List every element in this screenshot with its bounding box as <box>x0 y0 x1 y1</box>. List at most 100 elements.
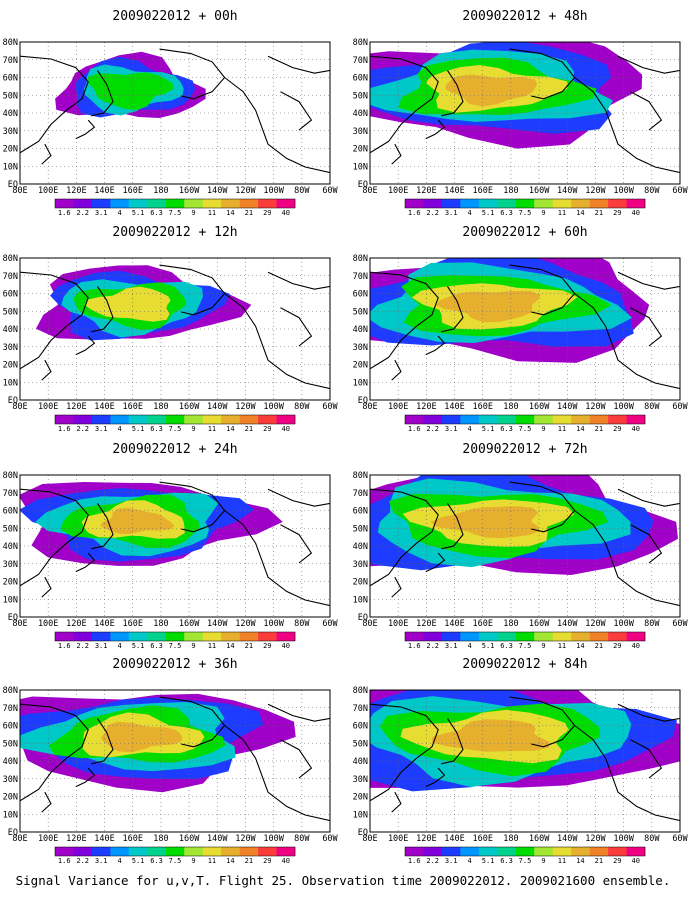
colorbar-swatch <box>147 632 167 641</box>
lon-tick-label: 80W <box>644 834 660 844</box>
colorbar-swatch <box>221 632 240 641</box>
variance-field <box>370 475 680 617</box>
colorbar-swatch <box>276 415 296 424</box>
colorbar-swatch <box>497 632 517 641</box>
colorbar-swatch <box>423 632 443 641</box>
colorbar-swatch <box>497 199 517 208</box>
colorbar-swatch <box>73 415 93 424</box>
lat-tick-label: 50N <box>353 524 368 534</box>
lat-tick-label: 50N <box>3 524 18 534</box>
colorbar-swatch <box>571 415 590 424</box>
lon-tick-label: 80E <box>12 834 27 844</box>
colorbar-label: 29 <box>263 209 271 217</box>
colorbar: 1.6 2.2 3.1 4 5.1 6.3 7.5 9 11 14 21 29 40 <box>54 631 296 650</box>
colorbar-label: 21 <box>245 425 253 433</box>
colorbar-label: 1.6 <box>58 209 71 217</box>
lon-tick-label: 60W <box>672 834 688 844</box>
colorbar-label: 3.1 <box>445 857 458 865</box>
lat-tick-label: 80N <box>353 471 368 481</box>
colorbar-swatch <box>128 199 148 208</box>
map-frame <box>369 474 681 618</box>
lat-tick-label: 10N <box>353 378 368 388</box>
colorbar-swatch <box>202 415 222 424</box>
colorbar-label: 21 <box>245 642 253 650</box>
lon-tick-label: 100E <box>38 834 58 844</box>
colorbar-label: 6.3 <box>500 209 513 217</box>
lon-tick-label: 140E <box>444 402 464 412</box>
lon-tick-label: 140E <box>94 619 114 629</box>
lon-tick-label: 80E <box>362 186 377 196</box>
coastlines <box>370 264 680 390</box>
colorbar-swatch <box>202 847 222 856</box>
colorbar-swatch <box>552 847 572 856</box>
colorbar-swatch <box>239 415 259 424</box>
lat-tick-label: 20N <box>353 793 368 803</box>
colorbar-label: 5.1 <box>482 642 495 650</box>
colorbar-label: 2.2 <box>426 209 439 217</box>
colorbar-swatch <box>110 632 130 641</box>
lon-tick-label: 160E <box>122 834 142 844</box>
colorbar-label: 4 <box>118 857 122 865</box>
lat-tick-label: EQ <box>358 828 368 838</box>
colorbar-label: 11 <box>558 425 566 433</box>
colorbar-label: 7.5 <box>169 642 182 650</box>
colorbar-label: 9 <box>191 857 195 865</box>
lon-tick-label: 180 <box>503 834 518 844</box>
colorbar-swatch <box>478 199 498 208</box>
lon-tick-label: 140E <box>444 834 464 844</box>
lat-tick-label: 70N <box>353 56 368 66</box>
lat-tick-label: 20N <box>3 578 18 588</box>
lon-tick-label: 60W <box>672 619 688 629</box>
colorbar-swatch <box>460 199 480 208</box>
lat-tick-label: 70N <box>3 56 18 66</box>
colorbar-label: 9 <box>541 642 545 650</box>
map-frame <box>369 41 681 185</box>
colorbar-swatch <box>460 847 480 856</box>
lat-tick-label: EQ <box>8 828 18 838</box>
lon-tick-label: 120E <box>66 186 86 196</box>
colorbar: 1.6 2.2 3.1 4 5.1 6.3 7.5 9 11 14 21 29 40 <box>404 198 646 217</box>
colorbar-label: 29 <box>263 642 271 650</box>
map-panel: 2009022012 + 60h 80N 70N 60N 50N 40N 30N 20N 10N… <box>353 225 689 433</box>
lon-tick-label: 180 <box>503 402 518 412</box>
colorbar-label: 11 <box>208 425 216 433</box>
colorbar-label: 5.1 <box>132 425 145 433</box>
colorbar-label: 7.5 <box>519 209 532 217</box>
colorbar-label: 5.1 <box>482 857 495 865</box>
lon-tick-label: 160E <box>122 619 142 629</box>
colorbar: 1.6 2.2 3.1 4 5.1 6.3 7.5 9 11 14 21 29 40 <box>54 414 296 433</box>
lon-tick-label: 140E <box>94 834 114 844</box>
lon-tick-label: 120E <box>416 619 436 629</box>
lon-tick-label: 100W <box>613 834 634 844</box>
colorbar-swatch <box>110 415 130 424</box>
lat-tick-label: 40N <box>3 109 18 119</box>
lon-tick-label: 80E <box>362 834 377 844</box>
lon-tick-label: 60W <box>322 619 338 629</box>
colorbar-swatch <box>91 199 111 208</box>
colorbar-label: 29 <box>613 209 621 217</box>
colorbar-label: 14 <box>226 857 234 865</box>
colorbar: 1.6 2.2 3.1 4 5.1 6.3 7.5 9 11 14 21 29 40 <box>404 414 646 433</box>
colorbar-label: 11 <box>558 642 566 650</box>
colorbar-label: 14 <box>576 642 584 650</box>
lon-tick-label: 100E <box>388 834 408 844</box>
lat-tick-label: EQ <box>8 613 18 623</box>
colorbar-swatch <box>202 199 222 208</box>
colorbar-label: 4 <box>118 642 122 650</box>
lon-tick-label: 160E <box>472 186 492 196</box>
colorbar-swatch <box>589 632 609 641</box>
colorbar-swatch <box>423 847 443 856</box>
colorbar-label: 11 <box>208 209 216 217</box>
colorbar-label: 6.3 <box>500 857 513 865</box>
map-panel: 2009022012 + 36h 80N 70N 60N 50N 40N 30N 20N 10N… <box>3 657 339 865</box>
colorbar: 1.6 2.2 3.1 4 5.1 6.3 7.5 9 11 14 21 29 40 <box>404 846 646 865</box>
colorbar-swatch <box>571 632 590 641</box>
colorbar-swatch <box>534 847 553 856</box>
lon-tick-label: 140E <box>444 619 464 629</box>
lat-tick-label: 70N <box>3 272 18 282</box>
lon-tick-label: 60W <box>322 402 338 412</box>
lon-tick-label: 180 <box>503 619 518 629</box>
lon-tick-label: 120W <box>235 402 256 412</box>
colorbar-swatch <box>184 847 203 856</box>
panel-title: 2009022012 + 24h <box>112 442 237 457</box>
